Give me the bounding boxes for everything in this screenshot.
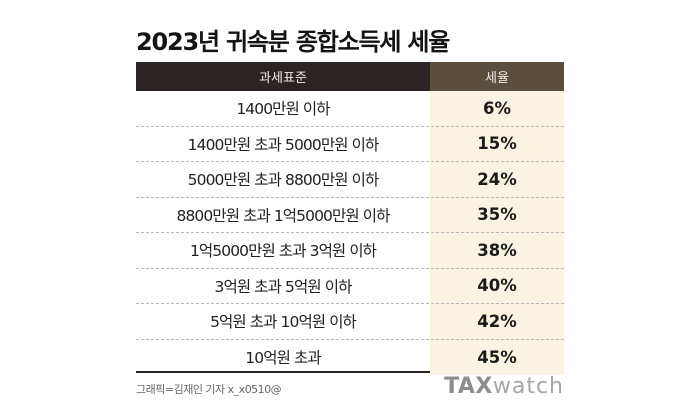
header-tax-rate: 세율 xyxy=(430,62,564,91)
table-bottom-rule xyxy=(136,371,564,373)
tax-rate: 38% xyxy=(430,233,564,268)
table-row: 5000만원 초과 8800만원 이하 24% xyxy=(136,162,564,198)
tax-bracket: 10억원 초과 xyxy=(245,349,321,368)
table-row: 1400만원 초과 5000만원 이하 15% xyxy=(136,126,564,162)
graphic-credit: 그래픽=김재인 기자 x_x0510@ xyxy=(136,383,282,396)
header-tax-base: 과세표준 xyxy=(259,71,307,86)
table-header: 과세표준 세율 xyxy=(136,62,564,91)
tax-rate: 35% xyxy=(430,197,564,232)
tax-bracket: 5억원 초과 10억원 이하 xyxy=(210,313,357,332)
tax-bracket: 8800만원 초과 1억5000만원 이하 xyxy=(176,206,391,225)
tax-bracket: 1억5000만원 초과 3억원 이하 xyxy=(189,242,377,261)
table-row: 5억원 초과 10억원 이하 42% xyxy=(136,304,564,340)
tax-rate: 24% xyxy=(430,162,564,197)
table-row: 1억5000만원 초과 3억원 이하 38% xyxy=(136,233,564,269)
tax-bracket: 1400만원 초과 5000만원 이하 xyxy=(187,135,380,154)
table-row: 8800만원 초과 1억5000만원 이하 35% xyxy=(136,197,564,233)
logo-tax: TAX xyxy=(444,374,493,399)
taxwatch-logo: TAXwatch xyxy=(444,374,564,399)
tax-bracket: 5000만원 초과 8800만원 이하 xyxy=(187,171,380,190)
tax-rate: 42% xyxy=(430,304,564,339)
tax-bracket: 1400만원 이하 xyxy=(236,100,330,119)
tax-rate: 6% xyxy=(430,91,564,126)
tax-bracket: 3억원 초과 5억원 이하 xyxy=(214,277,353,296)
tax-rate: 45% xyxy=(430,339,564,375)
table-row: 10억원 초과 45% xyxy=(136,339,564,375)
logo-watch: watch xyxy=(492,374,564,399)
table-row: 3억원 초과 5억원 이하 40% xyxy=(136,268,564,304)
table-row: 1400만원 이하 6% xyxy=(136,91,564,127)
tax-rate: 15% xyxy=(430,126,564,161)
page-title: 2023년 귀속분 종합소득세 세율 xyxy=(136,28,450,56)
table-body: 1400만원 이하 6% 1400만원 초과 5000만원 이하 15% 500… xyxy=(136,91,564,375)
tax-rate: 40% xyxy=(430,268,564,303)
tax-rate-table: 과세표준 세율 1400만원 이하 6% 1400만원 초과 5000만원 이하… xyxy=(136,62,564,375)
